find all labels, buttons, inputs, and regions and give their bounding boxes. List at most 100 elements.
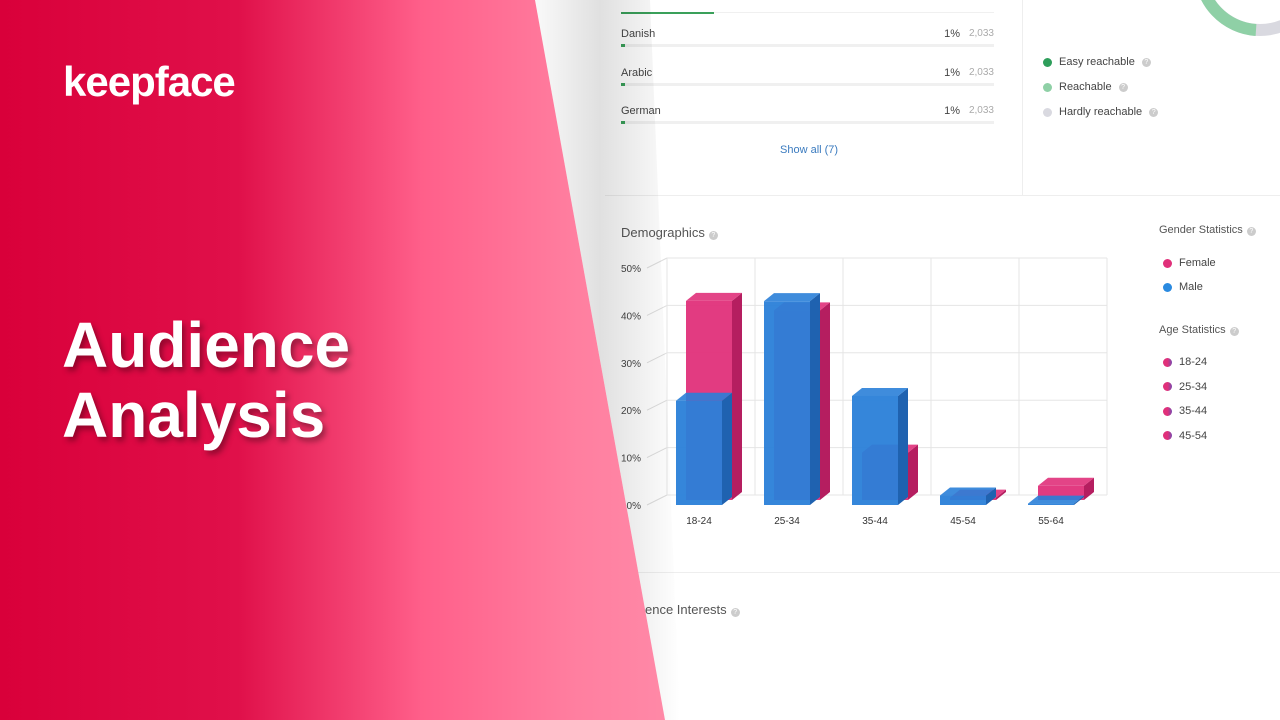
gender-title-text: Gender Statistics — [1159, 224, 1243, 236]
gridline-slant — [646, 352, 668, 364]
y-tick-label: 50% — [621, 264, 641, 275]
gridline-slant — [646, 304, 668, 316]
language-name: Arabic — [621, 67, 652, 79]
x-tick-label: 45-54 — [950, 516, 976, 527]
legend-dot-icon — [1163, 406, 1172, 416]
headline: Audience Analysis — [62, 310, 350, 450]
legend-label: 45-54 — [1179, 429, 1208, 442]
bar-male — [764, 301, 810, 505]
bar-male-top — [764, 293, 820, 302]
age-legend-item[interactable]: 35-44 — [1163, 405, 1207, 417]
demographics-chart: 0% 10% 20% 30% 40% 50% 18-24 25-34 35-44 45-54 55-… — [621, 257, 1108, 527]
bar-male-top — [852, 387, 908, 396]
legend-dot-icon — [1043, 57, 1052, 67]
language-count: 2,033 — [968, 28, 994, 39]
legend-dot-icon — [1163, 382, 1172, 391]
bar-male-side — [898, 387, 908, 505]
language-bar — [621, 82, 994, 86]
bar-female-side — [908, 444, 918, 500]
help-icon[interactable]: ? — [730, 608, 740, 617]
legend-dot-icon — [1163, 258, 1172, 268]
legend-label: Hardly reachable — [1059, 106, 1143, 118]
bar-male-top — [676, 392, 732, 401]
legend-dot-icon — [1043, 82, 1052, 92]
language-row: Danish 1% 2,033 — [621, 28, 994, 47]
bar-female-side — [820, 302, 830, 500]
language-count: 2,033 — [968, 66, 994, 78]
top-language-track — [621, 12, 994, 14]
help-icon[interactable]: ? — [1141, 57, 1151, 67]
bar-male-side — [810, 293, 820, 505]
section-divider — [605, 195, 1280, 196]
gender-legend-male[interactable]: Male — [1163, 281, 1203, 293]
section-divider — [605, 572, 1280, 573]
language-bar-fill — [621, 82, 625, 86]
bar-male-top — [940, 487, 996, 496]
x-tick-label: 18-24 — [686, 516, 712, 527]
bar-female-top — [686, 292, 742, 301]
headline-line-2: Analysis — [62, 379, 326, 451]
x-tick-label: 25-34 — [774, 516, 800, 527]
legend-dot-icon — [1163, 357, 1172, 367]
bar-male — [1028, 503, 1074, 505]
age-legend-item[interactable]: 45-54 — [1163, 430, 1207, 442]
top-language-fill — [621, 12, 714, 14]
language-row: Arabic 1% 2,033 — [621, 66, 994, 86]
language-percent: 1% — [944, 105, 960, 117]
gridline-slant — [646, 257, 668, 269]
legend-label: 25-34 — [1179, 380, 1208, 393]
age-title-text: Age Statistics — [1159, 324, 1226, 336]
legend-dot-icon — [1163, 431, 1172, 440]
y-tick-label: 20% — [621, 406, 641, 417]
language-bar-fill — [621, 44, 625, 47]
age-statistics-title: Age Statistics? — [1159, 324, 1239, 336]
demographics-title: Demographics? — [621, 225, 718, 240]
language-bar — [621, 121, 994, 124]
age-legend-item[interactable]: 18-24 — [1163, 356, 1207, 368]
legend-label: Female — [1179, 257, 1216, 269]
bar-female-side — [996, 489, 1006, 500]
divider — [1022, 0, 1023, 195]
legend-label: 18-24 — [1179, 356, 1208, 368]
gender-legend-female[interactable]: Female — [1163, 257, 1216, 269]
language-count: 2,033 — [968, 105, 994, 116]
language-name: German — [621, 105, 661, 117]
help-icon[interactable]: ? — [1149, 107, 1159, 117]
legend-label: 35-44 — [1179, 405, 1208, 417]
gender-statistics-title: Gender Statistics? — [1159, 224, 1256, 236]
dashboard: Danish 1% 2,033 Arabic 1% 2,033 German 1… — [540, 0, 1280, 720]
help-icon[interactable]: ? — [1229, 327, 1239, 336]
interests-title-text: ence Interests — [645, 602, 727, 617]
show-all-link[interactable]: Show all (7) — [780, 144, 839, 156]
hero-banner: keepface Audience Analysis — [0, 0, 665, 720]
language-bar-fill — [621, 121, 625, 124]
bar-male — [940, 495, 986, 505]
gridline-slant — [646, 399, 668, 411]
legend-dot-icon — [1043, 107, 1052, 117]
y-tick-label: 10% — [621, 454, 641, 465]
bar-male-side — [722, 392, 732, 505]
bar-male — [676, 400, 722, 505]
reach-legend-item: Reachable? — [1043, 81, 1128, 93]
bar-female-side — [1084, 477, 1094, 500]
help-icon[interactable]: ? — [708, 231, 718, 240]
legend-label: Male — [1179, 281, 1203, 293]
help-icon[interactable]: ? — [1118, 82, 1128, 92]
language-percent: 1% — [944, 28, 960, 40]
bar-male-side — [1074, 495, 1084, 505]
bar-male-side — [986, 487, 996, 505]
legend-label: Easy reachable — [1059, 56, 1135, 68]
interests-title: ence Interests? — [645, 602, 740, 617]
y-tick-label: 0% — [627, 501, 642, 512]
demographics-title-text: Demographics — [621, 225, 705, 240]
x-tick-label: 55-64 — [1038, 516, 1064, 527]
donut-reachable — [1201, 0, 1257, 36]
age-legend-item[interactable]: 25-34 — [1163, 381, 1207, 393]
y-tick-label: 30% — [621, 359, 641, 370]
gridline-slant — [646, 494, 668, 506]
help-icon[interactable]: ? — [1246, 227, 1256, 236]
bar-male-top — [1028, 495, 1084, 504]
reachability-donut — [1201, 0, 1280, 36]
reach-legend-item: Hardly reachable? — [1043, 106, 1159, 118]
reach-legend-item: Easy reachable? — [1043, 56, 1151, 68]
